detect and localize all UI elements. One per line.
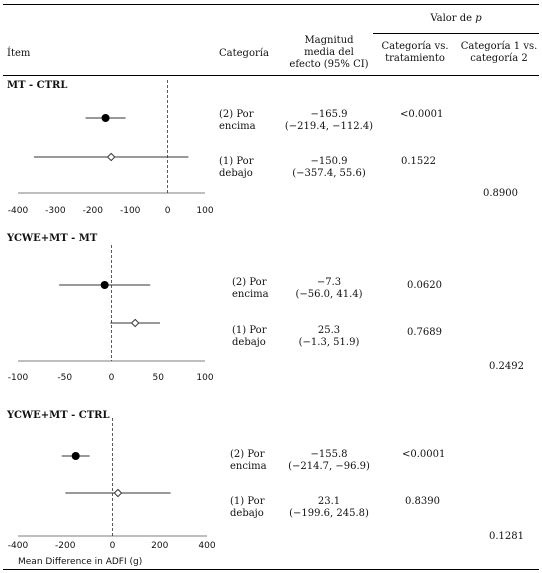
row-category: (2) Por encima [219, 109, 256, 132]
item-column-header: Ítem [7, 48, 31, 59]
bottom-rule [3, 569, 539, 570]
header-bottom-rule [3, 75, 539, 76]
row-effect: 23.1 (−199.6, 245.8) [289, 496, 369, 519]
row-category: (1) Por debajo [232, 325, 267, 348]
category-column-header: Categoría [219, 48, 269, 59]
x-axis-label: Mean Difference in ADFI (g) [18, 557, 143, 567]
section-title: MT - CTRL [7, 80, 68, 91]
section-title: YCWE+MT - CTRL [7, 410, 110, 421]
cat-vs-treatment-column-header: Categoría vs. tratamiento [381, 41, 449, 64]
tick-label: -200 [55, 541, 76, 551]
point-estimate-circle [100, 281, 109, 289]
row-pvalue: 0.8390 [405, 496, 440, 507]
row-pvalue: 0.0620 [407, 280, 442, 291]
pvalue-group-rule [373, 33, 539, 34]
tick-label: -400 [7, 541, 29, 551]
tick-label: 50 [152, 373, 164, 383]
point-estimate-circle [101, 114, 110, 122]
tick-label: -100 [119, 206, 141, 216]
tick-label: -100 [7, 373, 29, 383]
tick-label: 100 [196, 206, 214, 216]
point-estimate-diamond [113, 488, 123, 498]
row-effect: −7.3 (−56.0, 41.4) [295, 277, 363, 300]
cat1-vs-cat2-column-header: Categoría 1 vs. categoría 2 [460, 41, 538, 64]
point-estimate-circle [71, 452, 80, 460]
row-effect: −165.9 (−219.4, −112.4) [284, 109, 374, 132]
row-effect: −150.9 (−357.4, 55.6) [292, 156, 366, 179]
between-pvalue: 0.8900 [483, 188, 518, 199]
section-title: YCWE+MT - MT [7, 233, 98, 244]
row-category: (1) Por debajo [230, 496, 265, 519]
magnitude-column-header: Magnitud media del efecto (95% CI) [289, 35, 369, 70]
row-category: (2) Por encima [232, 277, 269, 300]
row-pvalue: <0.0001 [400, 109, 444, 120]
tick-label: -200 [82, 206, 104, 216]
pvalue-group-header: Valor de p [430, 13, 482, 24]
tick-label: 100 [196, 373, 214, 383]
row-pvalue: <0.0001 [402, 449, 446, 460]
tick-label: -400 [7, 206, 29, 216]
point-estimate-diamond [106, 152, 116, 162]
row-pvalue: 0.7689 [407, 327, 442, 338]
row-pvalue: 0.1522 [401, 156, 436, 167]
between-pvalue: 0.1281 [489, 531, 524, 542]
tick-label: 200 [151, 541, 169, 551]
tick-label: 0 [108, 373, 115, 383]
row-category: (1) Por debajo [219, 156, 254, 179]
top-rule [3, 4, 539, 5]
point-estimate-diamond [130, 318, 140, 328]
tick-label: -300 [45, 206, 66, 216]
between-pvalue: 0.2492 [489, 361, 524, 372]
tick-label: 0 [164, 206, 171, 216]
row-effect: 25.3 (−1.3, 51.9) [298, 325, 360, 348]
tick-label: -50 [57, 373, 73, 383]
row-effect: −155.8 (−214.7, −96.9) [288, 449, 370, 472]
tick-label: 400 [198, 541, 216, 551]
row-category: (2) Por encima [230, 449, 267, 472]
tick-label: 0 [109, 541, 116, 551]
